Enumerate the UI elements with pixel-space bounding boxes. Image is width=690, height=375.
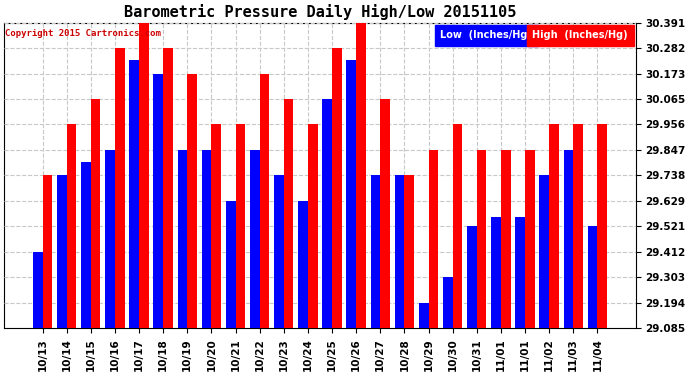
Bar [477,150,486,328]
Bar [564,150,573,328]
Bar [346,60,356,328]
Bar [57,176,67,328]
Bar [201,150,211,328]
Bar [33,252,43,328]
Legend: Low  (Inches/Hg), High  (Inches/Hg): Low (Inches/Hg), High (Inches/Hg) [437,28,631,44]
Bar [525,150,535,328]
Bar [139,23,148,328]
Bar [211,124,221,328]
Bar [235,124,245,328]
Bar [598,124,607,328]
Bar [428,150,438,328]
Bar [284,99,293,328]
Bar [322,99,332,328]
Bar [419,303,428,328]
Bar [153,74,163,328]
Bar [106,150,115,328]
Bar [274,176,284,328]
Bar [380,99,390,328]
Bar [81,162,91,328]
Bar [187,74,197,328]
Bar [491,217,501,328]
Bar [588,226,598,328]
Bar [515,217,525,328]
Bar [129,60,139,328]
Bar [573,124,583,328]
Bar [67,124,77,328]
Bar [163,48,172,328]
Bar [115,48,125,328]
Bar [443,277,453,328]
Bar [226,201,235,328]
Bar [308,124,317,328]
Bar [177,150,187,328]
Bar [371,176,380,328]
Bar [404,176,414,328]
Bar [549,124,559,328]
Bar [453,124,462,328]
Bar [540,176,549,328]
Bar [250,150,259,328]
Bar [501,150,511,328]
Bar [43,176,52,328]
Bar [332,48,342,328]
Bar [467,226,477,328]
Bar [356,23,366,328]
Title: Barometric Pressure Daily High/Low 20151105: Barometric Pressure Daily High/Low 20151… [124,4,516,20]
Bar [298,201,308,328]
Bar [395,176,404,328]
Bar [91,99,101,328]
Text: Copyright 2015 Cartronics.com: Copyright 2015 Cartronics.com [6,29,161,38]
Bar [259,74,269,328]
